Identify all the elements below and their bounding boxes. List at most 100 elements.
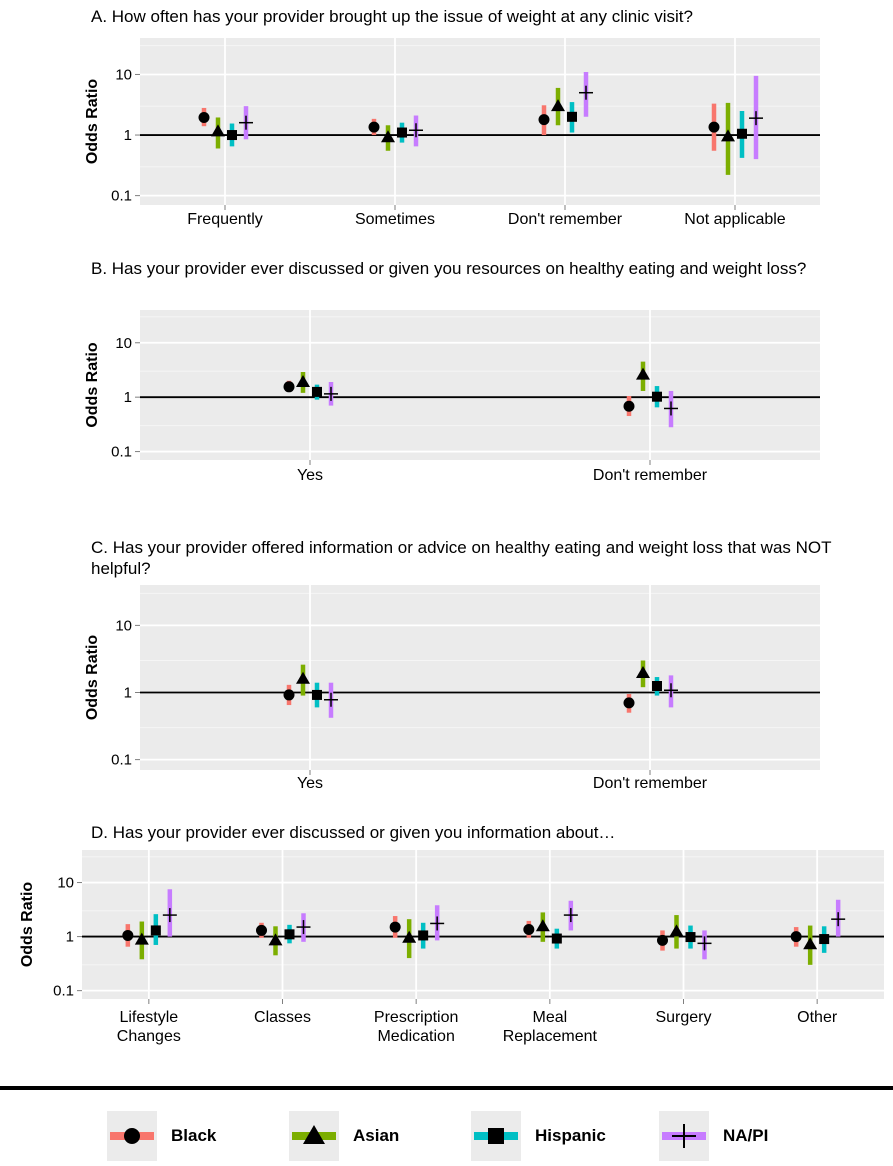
point-hispanic-prescription-medication: [418, 930, 429, 941]
panel-a-title: A. How often has your provider brought u…: [91, 7, 693, 26]
y-tick-label: 0.1: [53, 983, 74, 1000]
point-hispanic-yes: [312, 386, 322, 397]
legend-marker: [303, 1125, 325, 1144]
series-hispanic: [227, 102, 747, 158]
y-axis-label: Odds Ratio: [84, 342, 101, 428]
legend-key-black: [107, 1111, 157, 1161]
x-tick-label-classes: Classes: [254, 1009, 311, 1026]
point-black-yes: [283, 381, 295, 393]
legend-key-napi: [659, 1111, 709, 1161]
point-black-meal-replacement: [523, 924, 535, 936]
point-asian-surgery: [669, 924, 684, 937]
panel-b-title: B. Has your provider ever discussed or g…: [91, 259, 807, 278]
y-tick-label: 10: [115, 66, 132, 83]
series-asian: [296, 660, 650, 696]
point-na-pi-yes: [324, 692, 338, 707]
legend-swatch-hispanic: [474, 1128, 518, 1144]
point-hispanic-yes: [312, 689, 322, 700]
y-tick-label: 1: [124, 685, 132, 702]
point-asian-don-t-remember: [636, 367, 650, 380]
point-black-other: [790, 931, 802, 943]
point-black-frequently: [198, 111, 210, 123]
point-na-pi-not-applicable: [749, 111, 763, 126]
point-black-prescription-medication: [389, 921, 401, 933]
series-hispanic: [312, 384, 662, 408]
point-na-pi-prescription-medication: [430, 916, 445, 931]
series-na-pi: [162, 889, 846, 960]
y-tick-label: 0.1: [111, 444, 132, 461]
point-na-pi-sometimes: [409, 123, 423, 138]
point-asian-don-t-remember: [551, 99, 565, 112]
legend-marker: [488, 1128, 504, 1144]
point-asian-yes: [296, 671, 310, 684]
point-black-don-t-remember: [623, 400, 635, 412]
series-black: [198, 103, 720, 151]
series-black: [122, 916, 802, 951]
point-hispanic-meal-replacement: [551, 933, 562, 944]
series-black: [283, 684, 635, 713]
y-axis-label: Odds Ratio: [84, 79, 101, 165]
x-tick-label-lifestyle-changes: Lifestyle Changes: [117, 1009, 181, 1045]
legend-item-napi: NA/PI: [659, 1111, 768, 1161]
point-na-pi-other: [831, 912, 846, 927]
point-black-don-t-remember: [538, 114, 550, 126]
x-tick-label-yes: Yes: [297, 467, 323, 484]
point-hispanic-other: [819, 934, 830, 945]
y-tick-label: 0.1: [111, 752, 132, 769]
chart-panel-c: 10 1 0.1 Odds Ratio Yes Don't remember: [84, 585, 820, 792]
y-tick-label: 10: [57, 875, 74, 892]
point-na-pi-don-t-remember: [579, 85, 593, 100]
point-hispanic-don-t-remember: [652, 391, 662, 402]
point-hispanic-don-t-remember: [567, 111, 577, 122]
legend-swatch-black: [110, 1128, 154, 1144]
series-na-pi: [324, 381, 678, 428]
point-na-pi-surgery: [697, 936, 712, 951]
point-asian-lifestyle-changes: [134, 932, 149, 945]
x-tick-label-surgery: Surgery: [655, 1009, 711, 1026]
point-hispanic-not-applicable: [737, 128, 747, 139]
point-black-yes: [283, 689, 295, 701]
x-tick-label-not-applicable: Not applicable: [684, 211, 786, 228]
x-tick-label-don-t-remember: Don't remember: [593, 467, 708, 484]
chart-panel-a: 10 1 0.1 Odds Ratio Frequently Sometimes Don't…: [84, 38, 820, 228]
series-asian: [211, 87, 735, 175]
plot-background: [140, 310, 820, 460]
x-tick-label-other: Other: [797, 1009, 838, 1026]
point-hispanic-frequently: [227, 130, 237, 141]
point-hispanic-lifestyle-changes: [150, 925, 161, 936]
point-hispanic-don-t-remember: [652, 680, 662, 691]
legend-swatch-na-pi: [662, 1124, 706, 1148]
point-black-not-applicable: [708, 121, 720, 133]
x-tick-label-don-t-remember: Don't remember: [593, 775, 708, 792]
y-tick-label: 1: [66, 929, 74, 946]
x-tick-label-frequently: Frequently: [187, 211, 263, 228]
point-na-pi-don-t-remember: [664, 683, 678, 698]
series-hispanic: [312, 677, 662, 708]
point-asian-not-applicable: [721, 129, 735, 142]
point-black-don-t-remember: [623, 697, 635, 709]
plot-background: [82, 850, 884, 999]
point-asian-classes: [268, 933, 283, 946]
point-na-pi-meal-replacement: [563, 908, 578, 923]
point-asian-prescription-medication: [402, 930, 417, 943]
series-na-pi: [239, 71, 763, 160]
panel-d-title: D. Has your provider ever discussed or g…: [91, 823, 616, 842]
y-tick-label: 0.1: [111, 188, 132, 205]
legend-swatch-asian: [292, 1125, 336, 1144]
y-tick-label: 10: [115, 335, 132, 352]
point-na-pi-don-t-remember: [664, 401, 678, 416]
point-asian-meal-replacement: [535, 919, 550, 932]
point-na-pi-yes: [324, 386, 338, 401]
point-hispanic-sometimes: [397, 127, 407, 138]
x-tick-label-yes: Yes: [297, 775, 323, 792]
x-tick-label-meal-replacement: Meal Replacement: [503, 1009, 598, 1045]
point-asian-don-t-remember: [636, 666, 650, 679]
point-na-pi-classes: [296, 920, 311, 935]
point-asian-other: [803, 937, 818, 950]
plot-background: [140, 38, 820, 205]
legend-key-hispanic: [471, 1111, 521, 1161]
chart-panel-b: 10 1 0.1 Odds Ratio Yes Don't remember: [84, 310, 820, 484]
point-black-lifestyle-changes: [122, 929, 134, 941]
y-tick-label: 1: [124, 127, 132, 144]
legend-item-hispanic: Hispanic: [471, 1111, 606, 1161]
